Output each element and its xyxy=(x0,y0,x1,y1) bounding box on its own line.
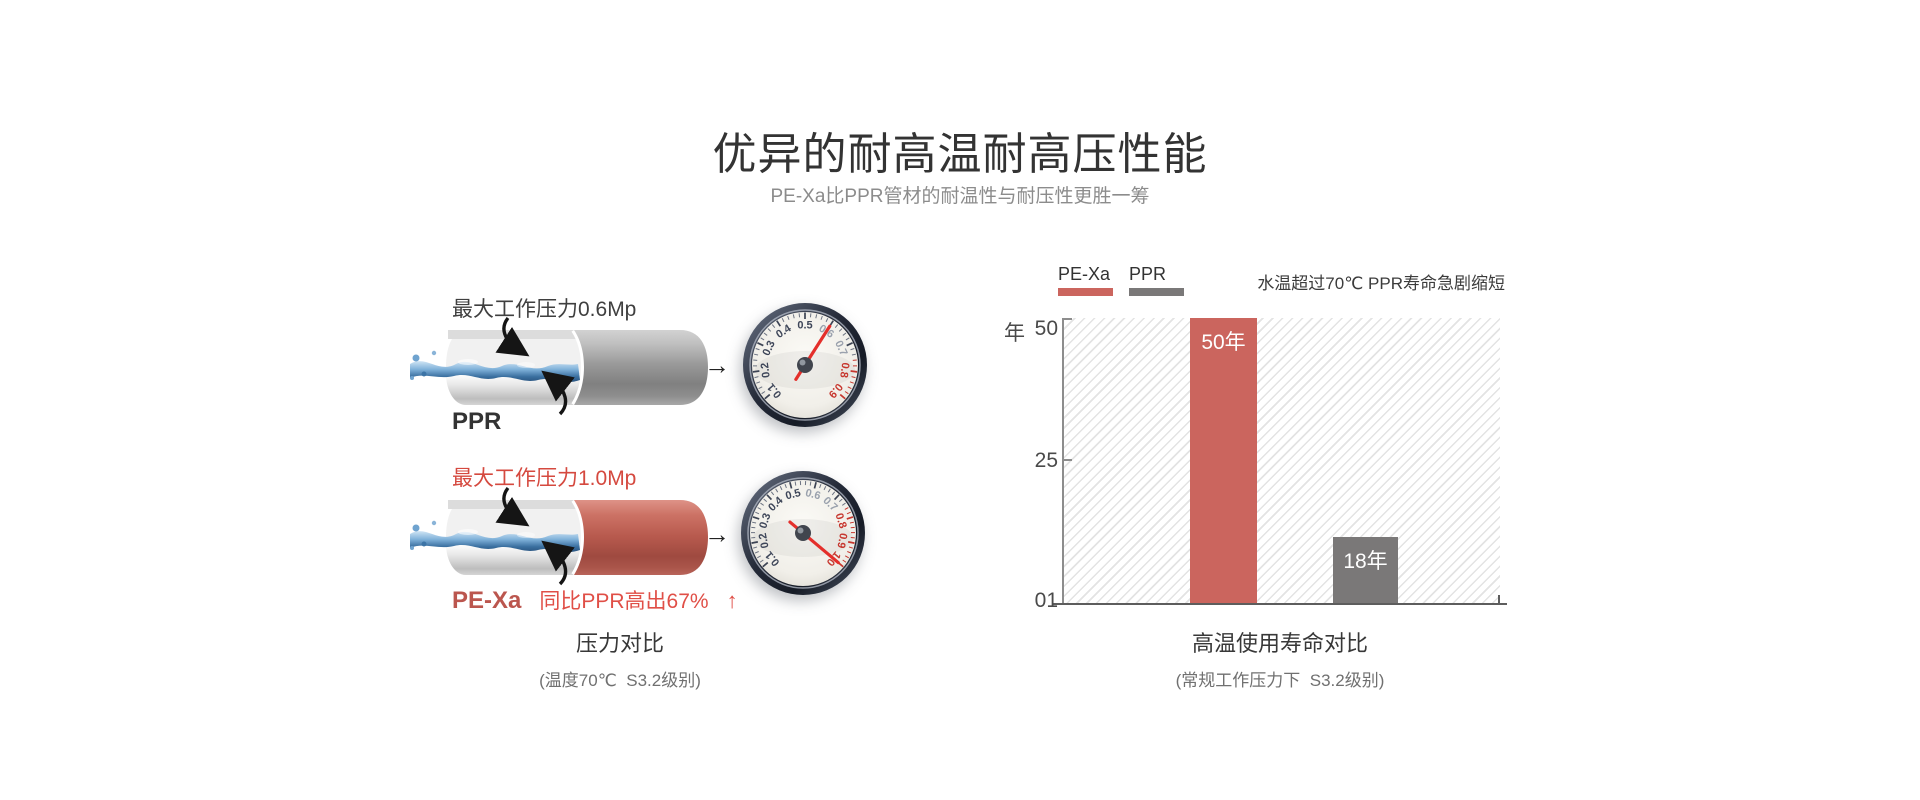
y-axis-unit: 年 xyxy=(1004,322,1025,345)
y-tick-25 xyxy=(1064,459,1072,461)
x-axis-end-tick xyxy=(1498,595,1500,603)
pointer-arrow-to-wall xyxy=(495,316,530,357)
legend-item-ppr: PPR xyxy=(1129,264,1184,296)
up-arrow-icon: ↑ xyxy=(726,588,738,613)
ppr-pipe-illustration xyxy=(410,316,708,416)
water-foam xyxy=(458,529,478,535)
right-arrow-icon: → xyxy=(704,519,730,549)
svg-text:0.6: 0.6 xyxy=(804,487,822,502)
chart-plot-area xyxy=(1064,318,1500,603)
svg-text:0.9: 0.9 xyxy=(834,532,849,549)
bar-value-label: 50年 xyxy=(1201,331,1246,354)
water-droplet xyxy=(431,350,437,356)
svg-text:0.8: 0.8 xyxy=(833,512,849,530)
page-subtitle: PE-Xa比PPR管材的耐温性与耐压性更胜一筹 xyxy=(770,186,1150,207)
pipe-solid-body xyxy=(574,500,708,575)
water-droplet xyxy=(410,546,414,550)
chart-note: 水温超过70℃ PPR寿命急剧缩短 xyxy=(1257,274,1505,293)
pointer-arrow-to-water xyxy=(541,540,575,586)
svg-text:0.3: 0.3 xyxy=(757,512,773,530)
water-droplet xyxy=(431,520,437,526)
pexa-gauge: 0.10.20.30.40.50.60.70.80.91.0 xyxy=(741,471,865,595)
water-wave xyxy=(410,361,580,382)
pexa-pipe-illustration xyxy=(410,486,708,586)
chart-legend: PE-Xa PPR xyxy=(1058,264,1184,296)
svg-text:0.2: 0.2 xyxy=(757,532,772,549)
svg-text:0.5: 0.5 xyxy=(784,487,802,502)
legend-label: PPR xyxy=(1129,264,1167,284)
y-tick-label-25: 25 xyxy=(1034,449,1058,472)
bar-pexa: 50年 xyxy=(1190,318,1257,603)
legend-label: PE-Xa xyxy=(1058,264,1111,284)
pexa-pressure-label: 最大工作压力1.0Mp xyxy=(452,467,637,490)
lifetime-subcaption: (常规工作压力下 S3.2级别) xyxy=(1175,671,1385,690)
svg-text:0.2: 0.2 xyxy=(759,362,773,379)
svg-text:0.7: 0.7 xyxy=(832,339,849,358)
bar-ppr: 18年 xyxy=(1333,537,1398,603)
pipe-solid-body xyxy=(574,330,708,405)
pipe-top-wall xyxy=(448,330,576,339)
water-droplet xyxy=(412,524,420,532)
legend-swatch-pexa xyxy=(1058,288,1113,296)
lifetime-caption: 高温使用寿命对比 xyxy=(1191,631,1368,656)
ppr-name-label: PPR xyxy=(452,408,502,435)
pressure-caption: 压力对比 xyxy=(575,631,664,656)
pexa-comparison-text: 同比PPR高出67% xyxy=(539,590,709,613)
water-wave xyxy=(410,531,580,552)
svg-text:0.3: 0.3 xyxy=(761,339,778,358)
chart-y-axis xyxy=(1062,318,1064,605)
pressure-subcaption: (温度70℃ S3.2级别) xyxy=(539,671,701,690)
ppr-pressure-label: 最大工作压力0.6Mp xyxy=(452,298,637,321)
water-droplet xyxy=(421,541,427,547)
svg-text:0.5: 0.5 xyxy=(797,320,812,332)
lifetime-caption-block: 高温使用寿命对比 (常规工作压力下 S3.2级别) xyxy=(1080,626,1480,691)
water-droplet xyxy=(412,354,420,362)
y-tick-label-01: 01 xyxy=(1034,589,1058,612)
ppr-gauge: 0.10.20.30.40.50.60.70.80.9 xyxy=(743,303,867,427)
pexa-comparison-row: PE-Xa 同比PPR高出67% ↑ xyxy=(452,585,738,615)
pexa-name-label: PE-Xa xyxy=(452,587,522,614)
water-foam xyxy=(517,532,535,538)
right-arrow-icon: → xyxy=(704,350,730,380)
water-droplet xyxy=(421,371,427,377)
pipe-top-wall xyxy=(448,500,576,509)
pressure-caption-block: 压力对比 (温度70℃ S3.2级别) xyxy=(420,626,820,691)
bar-value-label: 18年 xyxy=(1343,550,1388,573)
svg-text:0.8: 0.8 xyxy=(837,362,851,379)
water-foam xyxy=(458,359,478,365)
pointer-arrow-to-water xyxy=(541,370,575,416)
y-tick-50 xyxy=(1064,318,1072,320)
water-foam xyxy=(517,362,535,368)
legend-item-pexa: PE-Xa xyxy=(1058,264,1113,296)
y-tick-label-50: 50 xyxy=(1034,317,1058,340)
legend-swatch-ppr xyxy=(1129,288,1184,296)
page-title: 优异的耐高温耐高压性能 xyxy=(712,130,1208,179)
chart-x-axis xyxy=(1053,603,1507,605)
pointer-arrow-to-wall xyxy=(495,486,530,527)
water-droplet xyxy=(410,376,414,380)
